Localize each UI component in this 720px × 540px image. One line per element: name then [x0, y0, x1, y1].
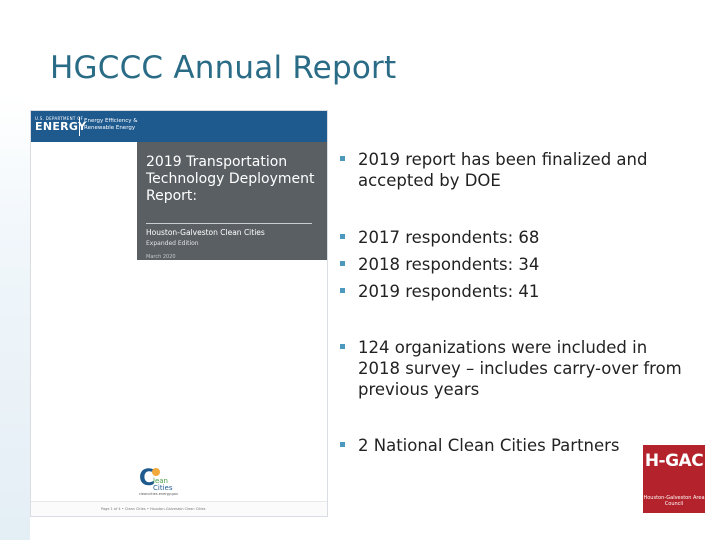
report-cover: U.S. DEPARTMENT OF ENERGY Energy Efficie… [30, 110, 328, 517]
bullet-marker [340, 344, 345, 349]
doe-logo-small-text: U.S. DEPARTMENT OF [35, 116, 84, 121]
cover-date: March 2020 [146, 254, 176, 260]
bullet-text: 2018 respondents: 34 [358, 255, 540, 274]
doe-logo-big-text: ENERGY [35, 120, 87, 133]
bullet-text: 2019 report has been finalized and accep… [358, 150, 648, 190]
bullet-marker [340, 288, 345, 293]
cover-subtitle: Houston-Galveston Clean Cities [146, 228, 265, 237]
eere-line-1: Energy Efficiency & [84, 118, 138, 124]
bullet-marker [340, 156, 345, 161]
svg-text:C: C [139, 466, 155, 491]
bullet-text: 124 organizations were included in 2018 … [358, 338, 682, 399]
hgac-logo-name: Houston-Galveston Area Council [643, 495, 705, 507]
bullet-text: 2019 respondents: 41 [358, 282, 540, 301]
logo-divider [79, 117, 80, 136]
bullet-item: 2 National Clean Cities Partners [340, 435, 680, 456]
cover-title-rule [146, 223, 312, 224]
bullet-marker [340, 234, 345, 239]
cover-title: 2019 Transportation Technology Deploymen… [146, 154, 315, 204]
slide-side-accent [0, 96, 30, 540]
bullet-marker [340, 261, 345, 266]
bullet-item: 124 organizations were included in 2018 … [340, 337, 685, 400]
svg-text:Cities: Cities [153, 484, 173, 492]
bullet-item: 2018 respondents: 34 [340, 254, 680, 275]
svg-text:lean: lean [153, 477, 168, 485]
cover-footer: Page 1 of 4 • Clean Cities • Houston-Gal… [31, 501, 327, 516]
bullet-item: 2017 respondents: 68 [340, 227, 680, 248]
bullet-text: 2 National Clean Cities Partners [358, 436, 620, 455]
cover-footer-text: Page 1 of 4 • Clean Cities • Houston-Gal… [101, 507, 206, 511]
cover-header-bar: U.S. DEPARTMENT OF ENERGY Energy Efficie… [31, 111, 327, 142]
clean-cities-url: cleancities.energy.gov [139, 492, 178, 496]
bullet-item: 2019 respondents: 41 [340, 281, 680, 302]
bullet-item: 2019 report has been finalized and accep… [340, 149, 680, 191]
bullet-marker [340, 442, 345, 447]
slide-title: HGCCC Annual Report [50, 50, 397, 86]
doe-logo: U.S. DEPARTMENT OF ENERGY [35, 116, 87, 133]
cover-edition: Expanded Edition [146, 240, 199, 247]
bullet-text: 2017 respondents: 68 [358, 228, 540, 247]
clean-cities-logo: C lean Cities [139, 466, 173, 492]
eere-line-2: Renewable Energy [84, 125, 136, 132]
eere-office-name: Energy Efficiency & Renewable Energy [84, 118, 138, 133]
cover-title-box: 2019 Transportation Technology Deploymen… [137, 142, 327, 260]
hgac-logo-mark: H-GAC [644, 451, 704, 471]
hgac-logo: H-GAC Houston-Galveston Area Council [643, 445, 705, 513]
